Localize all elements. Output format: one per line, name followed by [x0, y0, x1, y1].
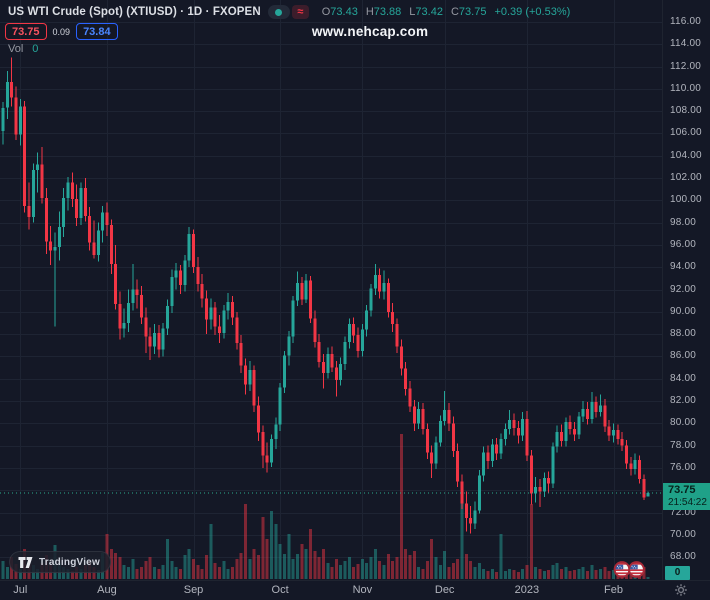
- time-tick-label: Nov: [352, 584, 373, 596]
- price-tick-label: 80.00: [670, 417, 697, 429]
- time-tick-label: Oct: [271, 584, 289, 596]
- time-tick-label: Sep: [183, 584, 204, 596]
- low-value: L73.42: [409, 6, 443, 18]
- sell-button[interactable]: 73.75: [5, 23, 47, 40]
- gear-icon[interactable]: [674, 583, 688, 597]
- grid-lines: [0, 0, 662, 580]
- trade-panel: 73.75 0.09 73.84: [5, 23, 118, 40]
- time-tick-label: 2023: [514, 584, 540, 596]
- price-tick-label: 100.00: [670, 194, 702, 206]
- chart-legend: US WTI Crude (Spot) (XTIUSD) · 1D · FXOP…: [8, 5, 570, 19]
- price-tick-label: 96.00: [670, 238, 697, 250]
- economic-event-flags[interactable]: [612, 560, 650, 579]
- price-tick-label: 92.00: [670, 283, 697, 295]
- price-tick-label: 116.00: [670, 15, 702, 27]
- market-open-dot-icon: [275, 8, 283, 16]
- price-tick-label: 94.00: [670, 261, 697, 273]
- price-tick-label: 110.00: [670, 82, 702, 94]
- price-tick-label: 112.00: [670, 60, 702, 72]
- time-tick-label: Dec: [434, 584, 455, 596]
- price-tick-label: 90.00: [670, 305, 697, 317]
- us-flag-icon: [613, 561, 631, 578]
- candlestick-series: [1, 57, 650, 534]
- price-tick-label: 98.00: [670, 216, 697, 228]
- price-tick-label: 88.00: [670, 328, 697, 340]
- chart-canvas[interactable]: [0, 0, 662, 580]
- data-mode-icon: ≈: [291, 5, 309, 19]
- time-tick-label: Jul: [13, 584, 28, 596]
- price-tick-label: 106.00: [670, 127, 702, 139]
- market-status-toggle[interactable]: ≈: [267, 5, 309, 19]
- us-flag-icon: [628, 561, 645, 578]
- last-price-label: 73.75 21:54:22: [663, 483, 710, 510]
- tradingview-logo-text: TradingView: [39, 556, 100, 568]
- tradingview-mark-icon: [18, 556, 33, 568]
- price-tick-label: 86.00: [670, 350, 697, 362]
- time-tick-label: Aug: [97, 584, 117, 596]
- price-tick-label: 68.00: [670, 551, 697, 563]
- high-value: H73.88: [365, 6, 402, 18]
- buy-button[interactable]: 73.84: [76, 23, 118, 40]
- ohlc-strip: O73.43 H73.88 L73.42 C73.75 +0.39 (+0.53…: [322, 6, 571, 18]
- price-axis[interactable]: 73.75 21:54:22 0 116.00 114.00 112.00 110.0…: [662, 0, 710, 596]
- change-value: +0.39 (+0.53%): [494, 6, 571, 18]
- price-tick-label: 78.00: [670, 439, 697, 451]
- close-value: C73.75: [450, 6, 487, 18]
- time-axis[interactable]: Jul Aug Sep Oct Nov Dec 2023 Feb: [0, 580, 710, 600]
- spread-value: 0.09: [52, 26, 71, 37]
- price-tick-label: 102.00: [670, 172, 702, 183]
- price-tick-label: 82.00: [670, 395, 697, 406]
- tradingview-logo[interactable]: TradingView: [9, 551, 111, 573]
- price-tick-label: 70.00: [670, 528, 697, 540]
- volume-study-value: 0: [32, 43, 39, 55]
- price-tick-label: 104.00: [670, 149, 702, 161]
- price-tick-label: 108.00: [670, 105, 702, 117]
- time-tick-label: Feb: [604, 584, 623, 596]
- open-value: O73.43: [321, 6, 358, 18]
- market-open-indicator: [267, 5, 290, 19]
- bar-countdown: 21:54:22: [668, 497, 707, 508]
- volume-study-legend: Vol 0: [8, 43, 38, 55]
- price-tick-label: 76.00: [670, 461, 697, 473]
- price-tick-label: 72.00: [670, 506, 697, 518]
- symbol-title[interactable]: US WTI Crude (Spot) (XTIUSD) · 1D · FXOP…: [8, 6, 261, 18]
- volume-axis-badge: 0: [665, 566, 690, 580]
- price-tick-label: 114.00: [670, 38, 702, 50]
- price-tick-label: 84.00: [670, 372, 697, 384]
- volume-study-label[interactable]: Vol: [8, 43, 24, 55]
- last-price-value: 73.75: [668, 484, 696, 496]
- watermark-text: www.nehcap.com: [311, 24, 429, 39]
